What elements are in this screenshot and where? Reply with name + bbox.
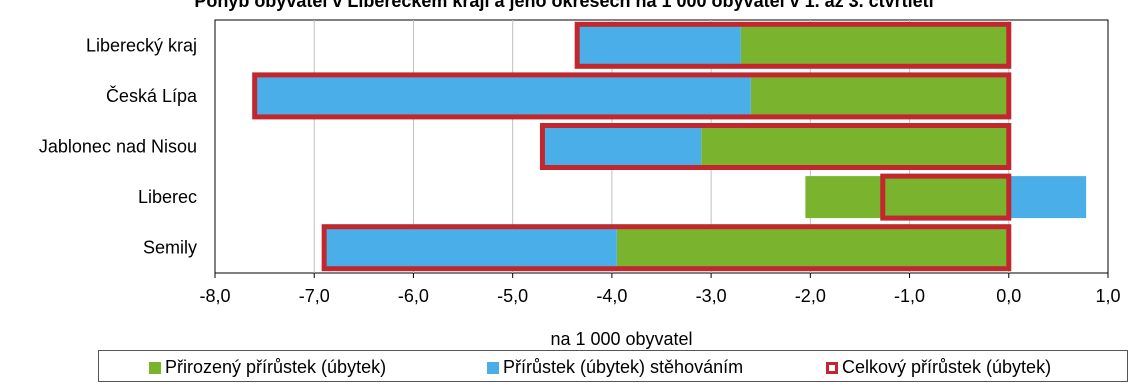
bar-natural [701, 125, 1009, 168]
legend-item-total: Celkový přírůstek (úbytek) [826, 357, 1051, 378]
bar-total [321, 224, 1012, 272]
x-tick-label: -6,0 [398, 286, 429, 306]
x-tick-label: -5,0 [497, 286, 528, 306]
bar-total [574, 21, 1012, 69]
bar-natural [750, 74, 1009, 117]
legend-swatch-natural [149, 361, 161, 374]
x-tick-label: -2,0 [795, 286, 826, 306]
legend-label-migration: Přírůstek (úbytek) stěhováním [503, 357, 744, 377]
bar-total [880, 173, 1012, 221]
x-tick-label: -3,0 [696, 286, 727, 306]
legend-swatch-migration [487, 361, 499, 374]
category-label: Semily [143, 238, 197, 258]
bar-natural [805, 176, 1009, 219]
legend-item-migration: Přírůstek (úbytek) stěhováním [487, 357, 743, 378]
x-tick-label: -7,0 [299, 286, 330, 306]
bar-migration [254, 74, 751, 117]
x-axis-title: na 1 000 obyvatel [550, 329, 692, 349]
category-label: Liberecký kraj [86, 35, 197, 55]
legend-swatch-total [826, 361, 838, 374]
category-label: Česká Lípa [106, 85, 198, 106]
bar-total [539, 123, 1012, 170]
bar-migration [1008, 176, 1087, 219]
legend: Přirozený přírůstek (úbytek) Přírůstek (… [98, 350, 1128, 382]
bar-total [252, 72, 1012, 120]
bar-migration [324, 226, 617, 269]
category-label: Jablonec nad Nisou [39, 137, 197, 157]
bar-natural [616, 226, 1009, 269]
bar-migration [542, 125, 702, 168]
bar-natural [740, 24, 1009, 67]
category-label: Liberec [138, 187, 197, 207]
bar-migration [577, 24, 741, 67]
x-tick-label: -8,0 [199, 286, 230, 306]
x-tick-label: 1,0 [1095, 286, 1120, 306]
legend-item-natural: Přirozený přírůstek (úbytek) [149, 357, 386, 378]
chart-title: Pohyb obyvatel v Libereckém kraji a jeho… [194, 0, 934, 11]
chart: -8,0 -7,0 -6,0 -5,0 -4,0 -3,0 -2,0 -1,0 0,0 1,0 Li… [39, 19, 1121, 349]
x-tick-label: -4,0 [596, 286, 627, 306]
legend-label-natural: Přirozený přírůstek (úbytek) [165, 357, 387, 377]
x-tick-label: 0,0 [996, 286, 1021, 306]
legend-label-total: Celkový přírůstek (úbytek) [842, 357, 1052, 377]
x-tick-label: -1,0 [894, 286, 925, 306]
